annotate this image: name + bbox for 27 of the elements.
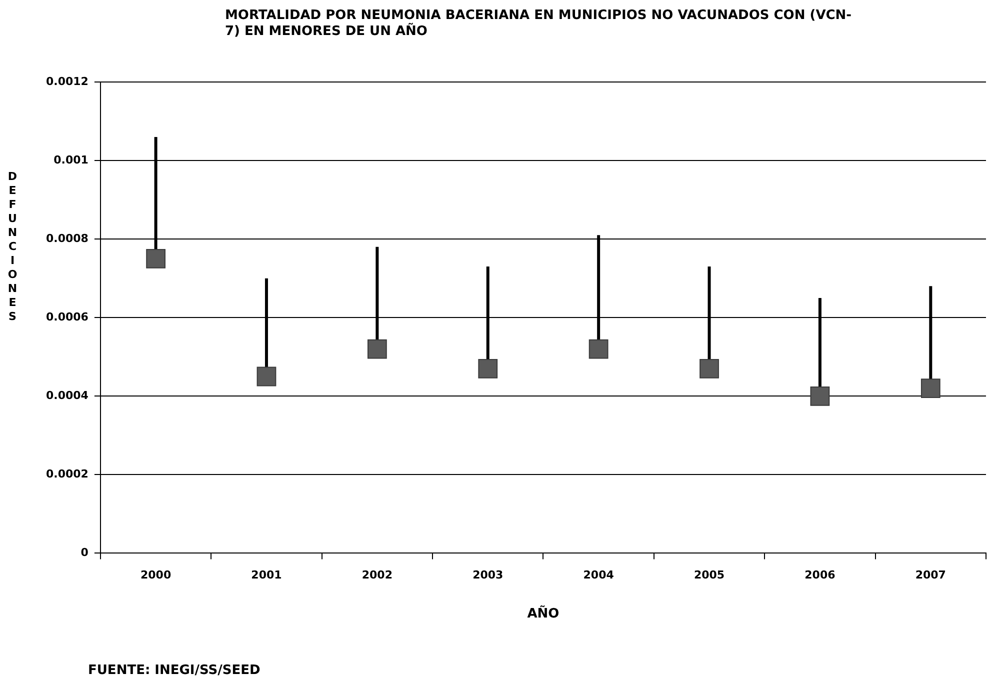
- point: [146, 249, 166, 268]
- x-tick-label: 2006: [804, 568, 836, 582]
- y-tick-label: 0.0002: [46, 468, 88, 481]
- point: [920, 378, 940, 398]
- chart-title: MORTALIDAD POR NEUMONIA BACERIANA EN MUNICIPIOS NO VACUNADOS CON (VCN-7) EN MENORES DE UN AÑO: [225, 8, 853, 40]
- x-tick-label: 2005: [694, 568, 725, 582]
- y-tick-label: 0.0006: [46, 310, 89, 324]
- point: [810, 386, 830, 406]
- y-tick-label: 0: [80, 546, 89, 560]
- x-tick-label: 2001: [251, 568, 282, 582]
- y-tick-label: 0.0012: [46, 74, 88, 88]
- x-tick-label: 2007: [915, 568, 946, 582]
- point: [588, 339, 608, 359]
- y-tick-label: 0.0008: [46, 232, 88, 245]
- point: [256, 366, 276, 386]
- point: [700, 358, 719, 378]
- x-tick-label: 2002: [362, 568, 392, 582]
- source-note: FUENTE: INEGI/SS/SEED: [88, 663, 260, 678]
- point: [478, 358, 498, 378]
- x-tick-label: 2004: [583, 568, 614, 582]
- point: [367, 339, 387, 359]
- y-tick-label: 0.0004: [46, 388, 89, 402]
- y-tick-label: 0.001: [54, 153, 88, 166]
- x-tick-label: 2003: [472, 568, 504, 582]
- x-axis-title: AÑO: [527, 604, 560, 622]
- x-tick-label: 2000: [140, 568, 172, 582]
- y-axis-title: DEFUNCIONES: [6, 170, 19, 324]
